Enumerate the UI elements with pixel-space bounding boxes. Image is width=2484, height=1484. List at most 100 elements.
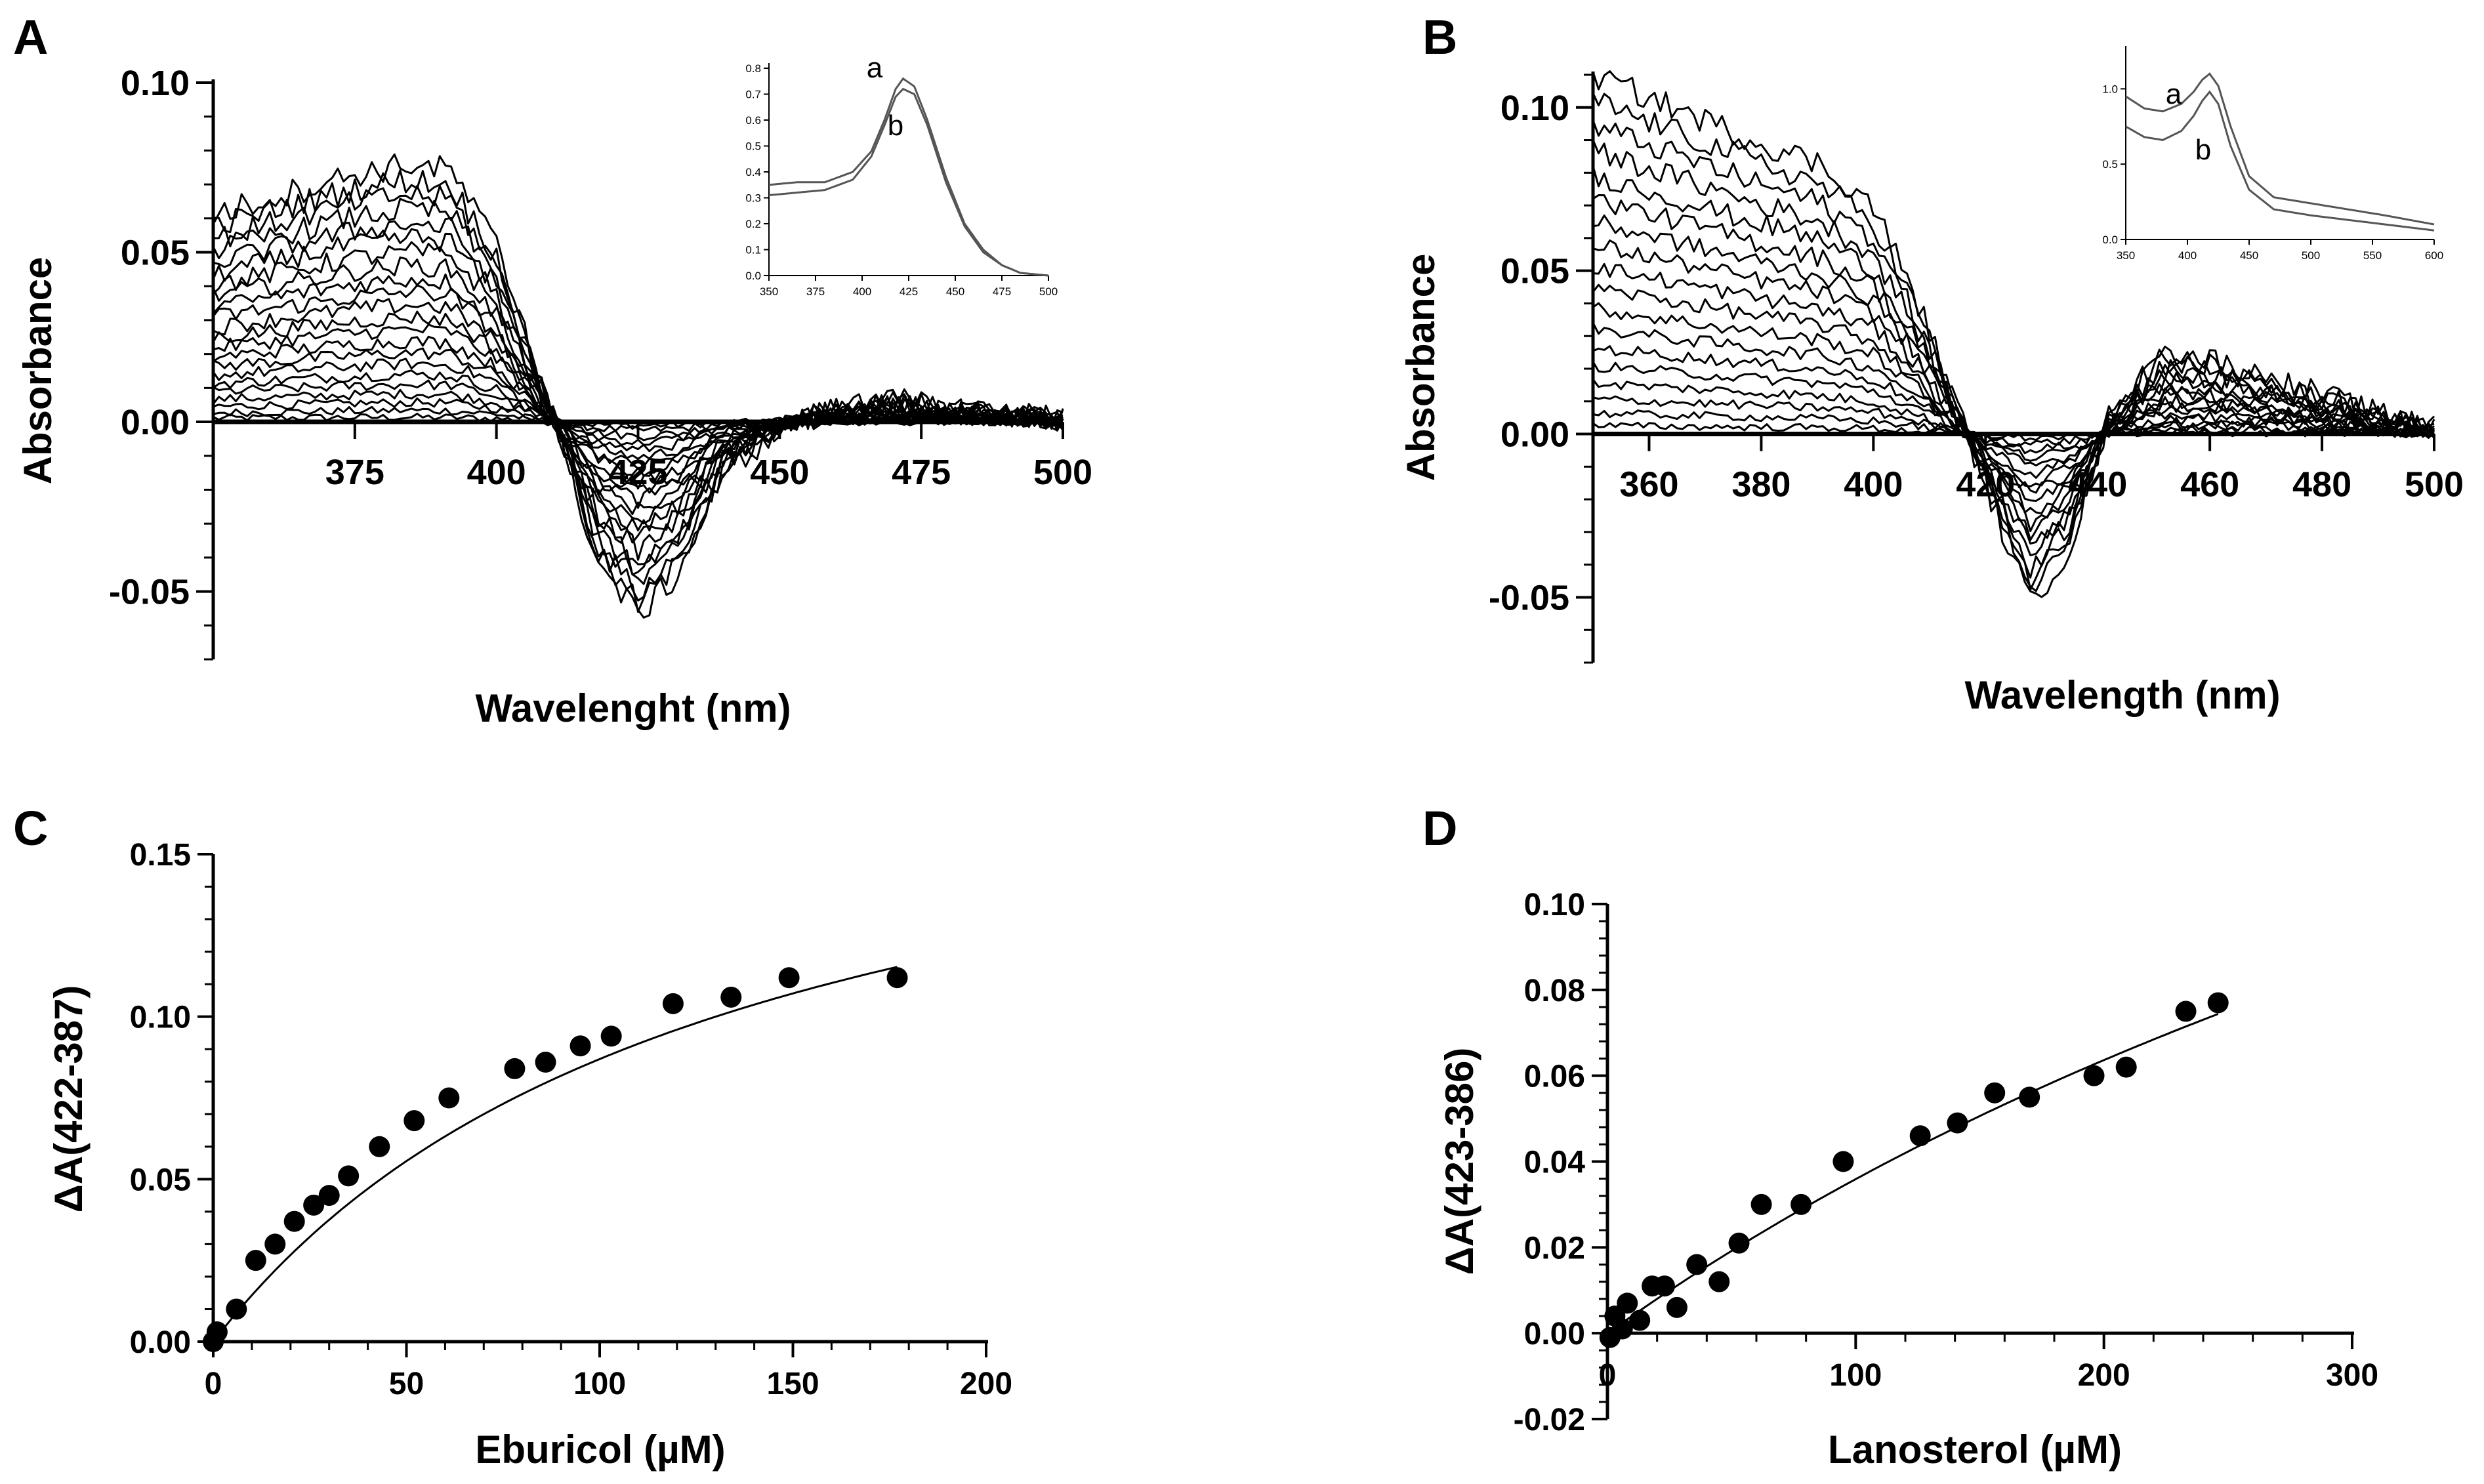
data-point [264, 1233, 286, 1255]
inset-x-tick-label: 475 [993, 285, 1011, 298]
data-point [1728, 1232, 1750, 1254]
x-ticks: 375 400 425 450 475 500 [325, 422, 1092, 492]
inset-y-tick-label: 0.4 [745, 166, 761, 178]
data-points [203, 967, 908, 1352]
x-axis-title: Lanosterol (µM) [1828, 1428, 2122, 1472]
data-point [283, 1210, 305, 1232]
y-ticks: 0.10 0.08 0.06 0.04 0.02 0.00 -0.02 [1514, 888, 1607, 1437]
inset-curve-label-a: a [867, 52, 883, 84]
inset-y-tick-label: 0.5 [2102, 158, 2118, 171]
fit-curve [1607, 1013, 2219, 1334]
spectrum-line [212, 273, 1064, 531]
x-tick-label: 375 [325, 453, 384, 492]
y-tick-label: -0.05 [1489, 578, 1569, 617]
spectrum-line [212, 241, 1064, 561]
data-point [206, 1321, 228, 1343]
y-tick-label: 0.15 [130, 838, 191, 873]
data-point [245, 1250, 266, 1271]
x-tick-label: 200 [2078, 1358, 2130, 1393]
data-point [438, 1087, 460, 1109]
spectrum-line [1592, 239, 2435, 533]
y-axis-title: ΔA(423-386) [1438, 1048, 1481, 1275]
y-tick-label: 0.02 [1524, 1231, 1585, 1266]
data-point [318, 1185, 340, 1206]
y-tick-label: 0.00 [1501, 415, 1569, 455]
inset-x-tick-label: 450 [946, 285, 964, 298]
inset-x-tick-label: 600 [2425, 249, 2443, 262]
inset-x-tick-label: 350 [2117, 249, 2135, 262]
y-axis-title: Absorbance [1399, 254, 1443, 482]
x-tick-label: 100 [1829, 1358, 1882, 1393]
y-tick-label: 0.10 [121, 64, 190, 103]
spectrum-line [1592, 302, 2435, 494]
data-point [2207, 992, 2229, 1014]
spectrum-line [213, 216, 1064, 576]
spectrum-line [1592, 283, 2435, 502]
spectrum-line [212, 197, 1064, 585]
data-point [662, 993, 684, 1014]
inset-y-tick-label: 0.0 [2102, 234, 2118, 246]
inset-y-tick-label: 0.1 [745, 244, 761, 257]
x-tick-label: 440 [2068, 465, 2127, 505]
inset-x-tick-label: 500 [1039, 285, 1058, 298]
spectra-group [212, 153, 1064, 619]
y-tick-label: -0.02 [1514, 1403, 1585, 1437]
y-tick-label: 0.10 [130, 1000, 191, 1035]
spectrum-line [1592, 345, 2435, 479]
y-tick-label: 0.05 [130, 1163, 191, 1197]
data-point [1984, 1082, 2006, 1103]
x-tick-label: 450 [750, 453, 809, 492]
x-tick-label: 400 [467, 453, 526, 492]
x-axis-title: Wavelenght (nm) [475, 686, 791, 730]
y-tick-label: 0.00 [1524, 1317, 1585, 1351]
y-axis-title: ΔA(422-387) [47, 985, 91, 1213]
y-tick-label: -0.05 [109, 573, 190, 612]
x-tick-label: 420 [1956, 465, 2015, 505]
data-point [1750, 1193, 1772, 1215]
inset-y-tick-label: 0.5 [745, 140, 761, 153]
x-tick-label: 425 [608, 453, 667, 492]
spectrum-line [1592, 70, 2435, 598]
data-point [600, 1025, 622, 1047]
y-tick-label: 0.05 [1501, 252, 1569, 291]
inset-x-tick-label: 400 [853, 285, 871, 298]
x-tick-label: 50 [389, 1367, 424, 1401]
data-point [1654, 1275, 1676, 1297]
data-point [226, 1298, 247, 1320]
inset-x-tick-label: 375 [806, 285, 825, 298]
spectrum-line [1592, 139, 2435, 579]
y-ticks: 0.10 0.05 0.00 -0.05 [109, 64, 213, 661]
panel-letter-b: B [1422, 10, 1457, 64]
spectrum-line [213, 185, 1064, 602]
spectra-group [1592, 70, 2435, 598]
data-point [2019, 1086, 2040, 1108]
x-tick-label: 100 [573, 1367, 626, 1401]
spectrum-line [1592, 119, 2435, 591]
x-tick-label: 475 [892, 453, 951, 492]
data-point [1832, 1151, 1854, 1172]
inset-spectra: 0.0 0.1 0.2 0.3 0.4 0.5 0.6 0.7 0.8 350 375 400 425 4… [745, 52, 1058, 298]
inset-y-tick-label: 0.6 [745, 114, 761, 127]
panel-c: C 0.00 0.05 0.10 0.15 0 50 100 150 200 Eburicol… [13, 801, 1012, 1472]
y-tick-label: 0.04 [1524, 1145, 1586, 1180]
inset-curve-a [2125, 72, 2435, 226]
fit-curve [212, 966, 898, 1342]
x-ticks: 0 50 100 150 200 [205, 1342, 1012, 1401]
data-point [1629, 1309, 1651, 1331]
spectrum-line [213, 169, 1064, 613]
panel-a: A 0.10 0.05 0.00 -0.05 375 400 425 450 475 500 W… [13, 10, 1092, 730]
panel-letter-c: C [13, 801, 48, 855]
spectrum-line [212, 153, 1064, 619]
panel-letter-d: D [1422, 801, 1457, 855]
x-axis-title: Eburicol (µM) [475, 1428, 725, 1472]
x-ticks: 360 380 400 420 440 460 480 500 [1619, 434, 2464, 505]
data-point [569, 1035, 591, 1057]
inset-x-tick-label: 450 [2240, 249, 2258, 262]
inset-x-tick-label: 425 [900, 285, 918, 298]
data-points [1599, 992, 2229, 1348]
x-tick-label: 0 [1599, 1358, 1617, 1393]
x-tick-label: 500 [2405, 465, 2464, 505]
y-tick-label: 0.00 [121, 403, 190, 442]
x-tick-label: 480 [2292, 465, 2351, 505]
